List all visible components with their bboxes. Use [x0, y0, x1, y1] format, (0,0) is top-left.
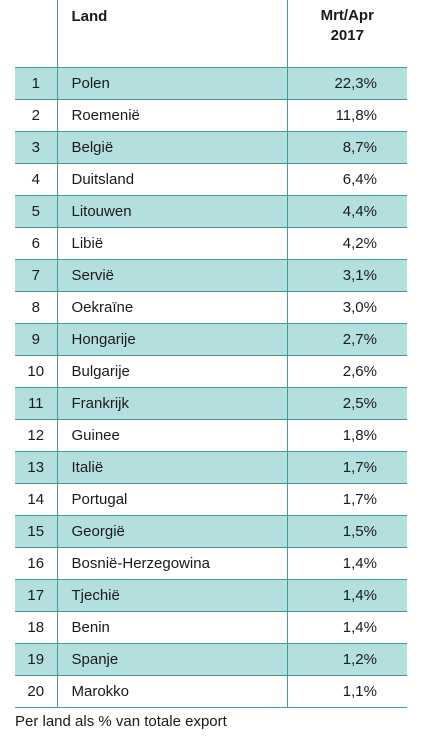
table-row: 11 Frankrijk 2,5% — [15, 387, 407, 420]
value-cell: 2,5% — [287, 387, 407, 420]
value-cell: 2,7% — [287, 323, 407, 356]
table-row: 15 Georgië 1,5% — [15, 515, 407, 548]
header-rank — [15, 0, 58, 68]
rank-cell: 10 — [15, 355, 58, 388]
rank-cell: 8 — [15, 291, 58, 324]
table-body: 1 Polen 22,3% 2 Roemenië 11,8% 3 België 8,7% 4 Dui… — [15, 67, 407, 708]
rank-cell: 2 — [15, 99, 58, 132]
rank-cell: 9 — [15, 323, 58, 356]
value-cell: 3,0% — [287, 291, 407, 324]
rank-cell: 16 — [15, 547, 58, 580]
value-cell: 1,4% — [287, 579, 407, 612]
value-cell: 22,3% — [287, 67, 407, 100]
country-cell: Italië — [57, 451, 288, 484]
rank-cell: 11 — [15, 387, 58, 420]
country-cell: Oekraïne — [57, 291, 288, 324]
value-cell: 1,5% — [287, 515, 407, 548]
table-row: 14 Portugal 1,7% — [15, 483, 407, 516]
table-row: 4 Duitsland 6,4% — [15, 163, 407, 196]
table-header-row: Land Mrt/Apr 2017 — [15, 0, 407, 68]
rank-cell: 4 — [15, 163, 58, 196]
rank-cell: 1 — [15, 67, 58, 100]
value-cell: 1,2% — [287, 643, 407, 676]
value-cell: 3,1% — [287, 259, 407, 292]
value-cell: 4,2% — [287, 227, 407, 260]
country-cell: Spanje — [57, 643, 288, 676]
value-cell: 1,8% — [287, 419, 407, 452]
value-cell: 1,4% — [287, 547, 407, 580]
value-cell: 1,7% — [287, 451, 407, 484]
country-cell: Bulgarije — [57, 355, 288, 388]
country-cell: Georgië — [57, 515, 288, 548]
country-cell: Tjechië — [57, 579, 288, 612]
table-row: 3 België 8,7% — [15, 131, 407, 164]
rank-cell: 15 — [15, 515, 58, 548]
value-cell: 8,7% — [287, 131, 407, 164]
country-cell: Portugal — [57, 483, 288, 516]
table-row: 17 Tjechië 1,4% — [15, 579, 407, 612]
value-cell: 1,1% — [287, 675, 407, 708]
rank-cell: 17 — [15, 579, 58, 612]
rank-cell: 18 — [15, 611, 58, 644]
country-cell: Bosnië-Herzegowina — [57, 547, 288, 580]
table-row: 20 Marokko 1,1% — [15, 675, 407, 708]
table-row: 5 Litouwen 4,4% — [15, 195, 407, 228]
country-cell: Roemenië — [57, 99, 288, 132]
value-cell: 11,8% — [287, 99, 407, 132]
value-cell: 1,4% — [287, 611, 407, 644]
rank-cell: 13 — [15, 451, 58, 484]
table-row: 2 Roemenië 11,8% — [15, 99, 407, 132]
table-caption: Per land als % van totale export — [15, 713, 227, 730]
rank-cell: 3 — [15, 131, 58, 164]
country-cell: Servië — [57, 259, 288, 292]
rank-cell: 19 — [15, 643, 58, 676]
country-cell: Polen — [57, 67, 288, 100]
table-row: 10 Bulgarije 2,6% — [15, 355, 407, 388]
rank-cell: 14 — [15, 483, 58, 516]
rank-cell: 6 — [15, 227, 58, 260]
table-row: 12 Guinee 1,8% — [15, 419, 407, 452]
country-cell: België — [57, 131, 288, 164]
table-row: 16 Bosnië-Herzegowina 1,4% — [15, 547, 407, 580]
value-cell: 1,7% — [287, 483, 407, 516]
table-row: 8 Oekraïne 3,0% — [15, 291, 407, 324]
value-cell: 4,4% — [287, 195, 407, 228]
table-row: 9 Hongarije 2,7% — [15, 323, 407, 356]
table-row: 19 Spanje 1,2% — [15, 643, 407, 676]
table-row: 1 Polen 22,3% — [15, 67, 407, 100]
country-cell: Hongarije — [57, 323, 288, 356]
header-land: Land — [57, 0, 288, 68]
rank-cell: 7 — [15, 259, 58, 292]
rank-cell: 20 — [15, 675, 58, 708]
header-period-line2: 2017 — [330, 27, 364, 44]
table-row: 7 Servië 3,1% — [15, 259, 407, 292]
value-cell: 2,6% — [287, 355, 407, 388]
value-cell: 6,4% — [287, 163, 407, 196]
country-cell: Litouwen — [57, 195, 288, 228]
table-row: 18 Benin 1,4% — [15, 611, 407, 644]
country-cell: Frankrijk — [57, 387, 288, 420]
rank-cell: 5 — [15, 195, 58, 228]
country-cell: Duitsland — [57, 163, 288, 196]
country-cell: Guinee — [57, 419, 288, 452]
table-row: 13 Italië 1,7% — [15, 451, 407, 484]
table-row: 6 Libië 4,2% — [15, 227, 407, 260]
country-cell: Marokko — [57, 675, 288, 708]
country-cell: Libië — [57, 227, 288, 260]
header-period: Mrt/Apr 2017 — [287, 0, 407, 68]
export-table: Land Mrt/Apr 2017 1 Polen 22,3% 2 Roemenië 11… — [15, 0, 407, 708]
rank-cell: 12 — [15, 419, 58, 452]
header-period-line1: Mrt/Apr — [320, 7, 374, 24]
country-cell: Benin — [57, 611, 288, 644]
